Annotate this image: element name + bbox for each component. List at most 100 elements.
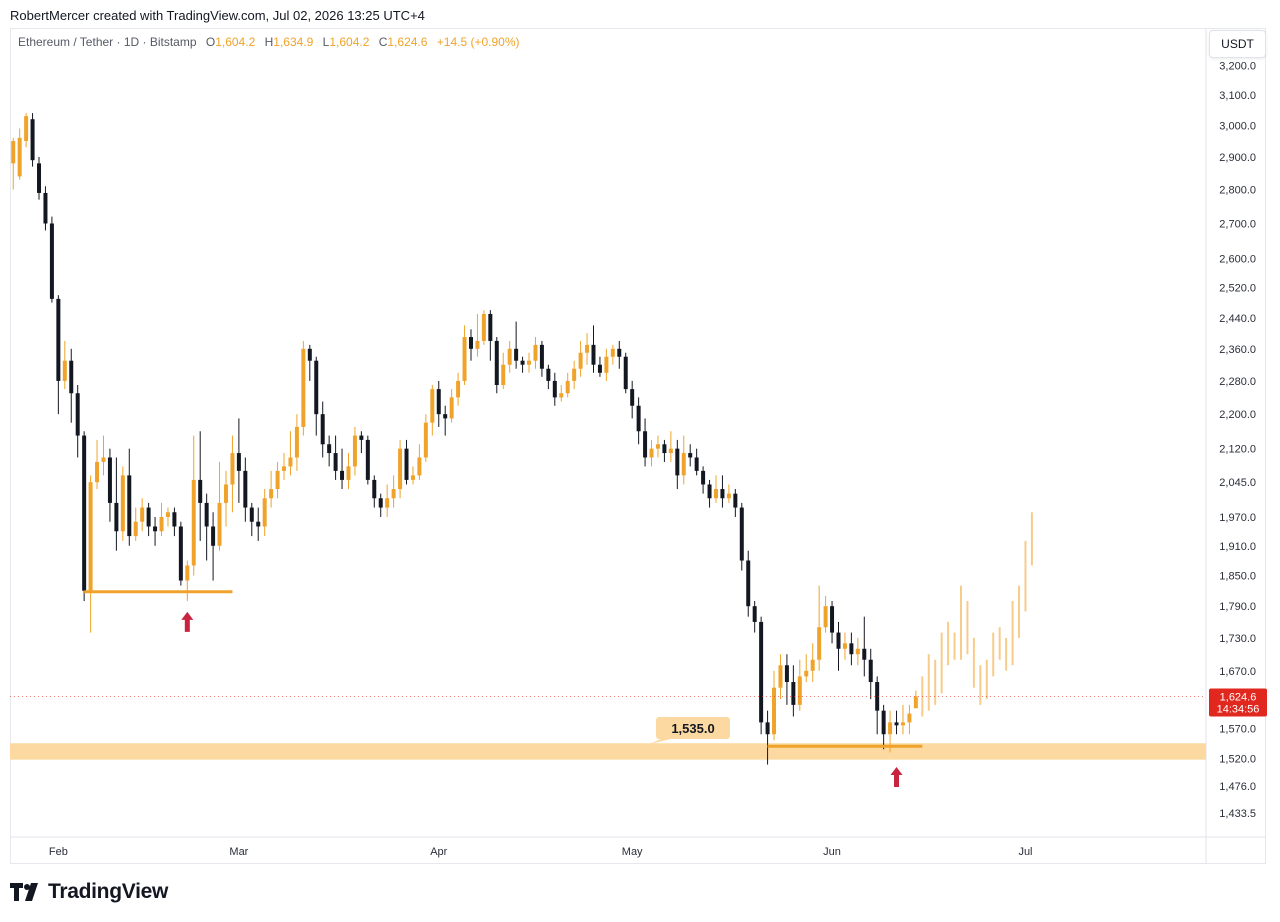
candle[interactable]: [655, 435, 660, 458]
candle[interactable]: [107, 448, 112, 522]
candle[interactable]: [462, 325, 467, 386]
candle[interactable]: [784, 654, 789, 705]
candle[interactable]: [842, 632, 847, 660]
candle[interactable]: [11, 137, 16, 190]
candle[interactable]: [62, 340, 67, 390]
candle[interactable]: [739, 502, 744, 571]
candle[interactable]: [211, 512, 216, 581]
candle[interactable]: [30, 113, 35, 167]
candle[interactable]: [294, 414, 299, 471]
candle[interactable]: [191, 435, 196, 576]
candle[interactable]: [701, 466, 706, 494]
candle[interactable]: [282, 453, 287, 480]
candle[interactable]: [37, 156, 42, 200]
candle[interactable]: [726, 484, 731, 503]
candle[interactable]: [643, 418, 648, 467]
candle[interactable]: [668, 431, 673, 462]
candle[interactable]: [456, 372, 461, 406]
candle[interactable]: [546, 364, 551, 390]
candle[interactable]: [868, 648, 873, 700]
candle[interactable]: [378, 493, 383, 517]
candle[interactable]: [817, 585, 822, 671]
candle[interactable]: [733, 489, 738, 517]
support-zone[interactable]: [10, 743, 1206, 760]
candle[interactable]: [256, 507, 261, 541]
candle[interactable]: [333, 435, 338, 480]
current-price-tag[interactable]: [1209, 688, 1267, 717]
candle[interactable]: [75, 385, 80, 458]
candle[interactable]: [597, 356, 602, 377]
candle[interactable]: [468, 329, 473, 361]
candle[interactable]: [372, 475, 377, 508]
candle[interactable]: [17, 128, 22, 180]
candle[interactable]: [881, 704, 886, 750]
candle[interactable]: [559, 385, 564, 402]
candle[interactable]: [223, 470, 228, 527]
candle[interactable]: [217, 461, 222, 551]
candle[interactable]: [262, 489, 267, 537]
candle[interactable]: [746, 550, 751, 617]
candle[interactable]: [114, 457, 119, 551]
candle[interactable]: [430, 385, 435, 436]
candle[interactable]: [604, 348, 609, 381]
candle[interactable]: [236, 418, 241, 503]
candle[interactable]: [346, 453, 351, 490]
candle[interactable]: [230, 435, 235, 513]
candle[interactable]: [610, 344, 615, 365]
candle[interactable]: [56, 295, 61, 415]
candle[interactable]: [133, 507, 138, 541]
candle[interactable]: [662, 439, 667, 462]
candle[interactable]: [894, 710, 899, 735]
candle[interactable]: [636, 397, 641, 445]
candle[interactable]: [578, 340, 583, 377]
candle[interactable]: [752, 601, 757, 633]
candle[interactable]: [165, 507, 170, 527]
candle[interactable]: [417, 444, 422, 480]
candle[interactable]: [707, 479, 712, 508]
candle[interactable]: [49, 216, 54, 303]
candle[interactable]: [443, 405, 448, 436]
candle[interactable]: [694, 448, 699, 476]
candle[interactable]: [830, 601, 835, 644]
candle[interactable]: [797, 659, 802, 711]
candle[interactable]: [88, 475, 93, 633]
candle[interactable]: [849, 632, 854, 666]
candle[interactable]: [185, 560, 190, 602]
candle[interactable]: [649, 439, 654, 467]
candle[interactable]: [810, 643, 815, 683]
candle[interactable]: [146, 502, 151, 537]
candle[interactable]: [95, 439, 100, 490]
candle[interactable]: [307, 344, 312, 381]
currency-button[interactable]: USDT: [1209, 30, 1266, 58]
tradingview-logo[interactable]: TradingView: [10, 880, 168, 904]
candle[interactable]: [320, 401, 325, 458]
candle[interactable]: [488, 310, 493, 361]
candle[interactable]: [539, 340, 544, 377]
candle[interactable]: [527, 352, 532, 373]
candle[interactable]: [385, 484, 390, 517]
candle[interactable]: [127, 448, 132, 546]
candle[interactable]: [572, 360, 577, 390]
candle[interactable]: [552, 372, 557, 406]
candle[interactable]: [352, 426, 357, 476]
candle[interactable]: [759, 616, 764, 735]
candle[interactable]: [327, 435, 332, 467]
candle[interactable]: [772, 670, 777, 741]
candle[interactable]: [688, 444, 693, 467]
candle[interactable]: [398, 439, 403, 499]
candle[interactable]: [301, 340, 306, 436]
candle[interactable]: [159, 502, 164, 537]
candle[interactable]: [675, 439, 680, 490]
candle[interactable]: [204, 493, 209, 561]
candle[interactable]: [836, 621, 841, 671]
candle[interactable]: [501, 352, 506, 390]
candle[interactable]: [520, 356, 525, 373]
candle[interactable]: [449, 389, 454, 423]
candle[interactable]: [243, 457, 248, 522]
candle[interactable]: [140, 498, 145, 532]
candle[interactable]: [765, 710, 770, 765]
candle[interactable]: [617, 340, 622, 369]
candle[interactable]: [475, 313, 480, 357]
candle[interactable]: [391, 475, 396, 508]
